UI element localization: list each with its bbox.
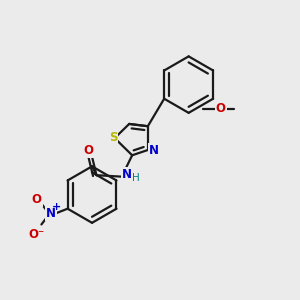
Text: H: H — [132, 173, 139, 183]
Text: S: S — [109, 131, 117, 144]
Text: N: N — [122, 168, 132, 182]
Text: +: + — [52, 202, 62, 212]
Text: O: O — [32, 193, 42, 206]
Text: N: N — [149, 143, 159, 157]
Text: O: O — [216, 102, 226, 115]
Text: N: N — [46, 207, 56, 220]
Text: O: O — [83, 144, 94, 157]
Text: O⁻: O⁻ — [28, 228, 45, 242]
